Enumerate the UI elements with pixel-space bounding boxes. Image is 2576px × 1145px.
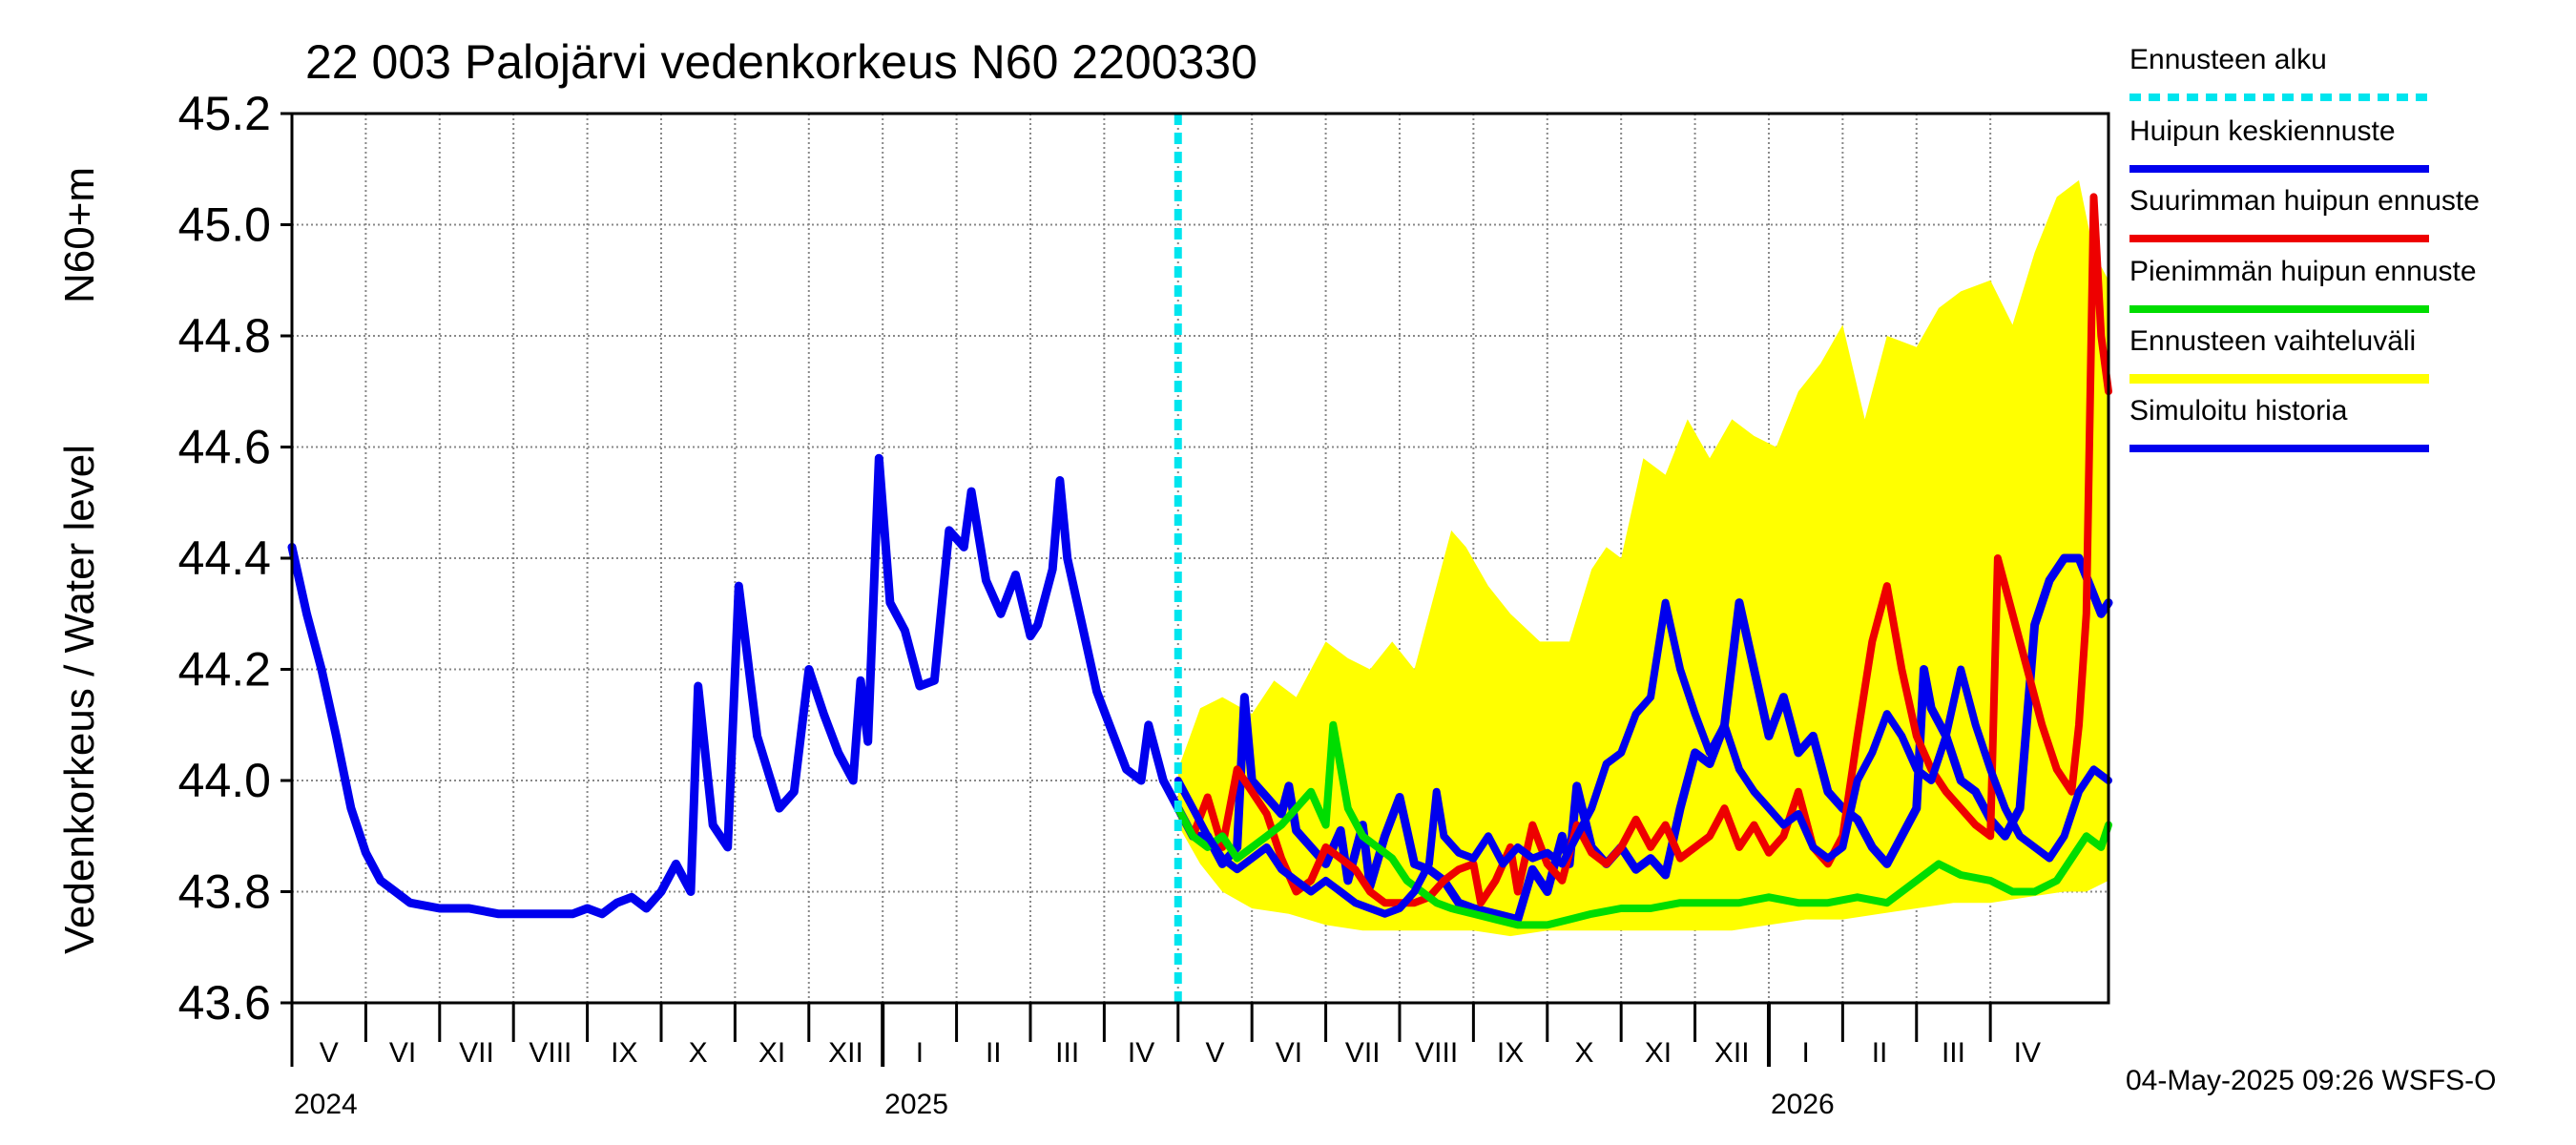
y-tick-label: 44.8 bbox=[178, 309, 271, 363]
legend-label: Pienimmän huipun ennuste bbox=[2129, 256, 2477, 287]
month-label: II bbox=[1872, 1037, 1888, 1069]
month-label: I bbox=[916, 1037, 924, 1069]
mean-peak-forecast-line bbox=[1174, 598, 2112, 918]
y-axis-unit: N60+m bbox=[56, 167, 103, 303]
legend-label: Ennusteen vaihteluväli bbox=[2129, 325, 2416, 357]
y-tick-label: 45.0 bbox=[178, 198, 271, 252]
y-tick-label: 44.0 bbox=[178, 754, 271, 807]
month-label: II bbox=[986, 1037, 1002, 1069]
month-label: V bbox=[1205, 1037, 1224, 1069]
legend: Ennusteen alku Huipun keskiennuste Suurimm… bbox=[2129, 44, 2480, 452]
month-label: I bbox=[1801, 1037, 1809, 1069]
legend-label: Suurimman huipun ennuste bbox=[2129, 185, 2480, 217]
month-label: XII bbox=[828, 1037, 863, 1069]
y-tick-label: 44.6 bbox=[178, 421, 271, 474]
month-label: III bbox=[1055, 1037, 1079, 1069]
month-label: IX bbox=[1497, 1037, 1524, 1069]
series-lines bbox=[287, 114, 2113, 1003]
month-label: VI bbox=[389, 1037, 416, 1069]
month-label: XI bbox=[758, 1037, 785, 1069]
chart-title: 22 003 Palojärvi vedenkorkeus N60 220033… bbox=[305, 35, 1257, 89]
y-tick-label: 43.6 bbox=[178, 976, 271, 1030]
month-label: VII bbox=[459, 1037, 494, 1069]
month-label: XII bbox=[1714, 1037, 1750, 1069]
y-tick-label: 44.2 bbox=[178, 643, 271, 697]
max-peak-forecast-line bbox=[1174, 193, 2112, 907]
month-label: XI bbox=[1645, 1037, 1672, 1069]
plot-frame bbox=[290, 112, 2110, 1005]
y-tick-label: 44.4 bbox=[178, 531, 271, 585]
min-peak-forecast-line bbox=[1174, 720, 2112, 929]
month-label: IV bbox=[2014, 1037, 2041, 1069]
month-label: V bbox=[320, 1037, 339, 1069]
month-label: VI bbox=[1276, 1037, 1302, 1069]
legend-label: Huipun keskiennuste bbox=[2129, 115, 2396, 147]
month-label: VIII bbox=[1415, 1037, 1458, 1069]
legend-label: Ennusteen alku bbox=[2129, 44, 2327, 75]
year-label: 2024 bbox=[294, 1089, 358, 1120]
month-label: VII bbox=[1345, 1037, 1381, 1069]
month-label: VIII bbox=[529, 1037, 571, 1069]
year-label: 2026 bbox=[1771, 1089, 1835, 1120]
month-label: IX bbox=[611, 1037, 637, 1069]
y-tick-label: 43.8 bbox=[178, 865, 271, 919]
y-tick-label: 45.2 bbox=[178, 87, 271, 140]
footer-timestamp: 04-May-2025 09:26 WSFS-O bbox=[2126, 1065, 2497, 1096]
month-label: III bbox=[1942, 1037, 1965, 1069]
legend-label: Simuloitu historia bbox=[2129, 395, 2348, 427]
month-label: X bbox=[1574, 1037, 1593, 1069]
month-label: IV bbox=[1128, 1037, 1154, 1069]
y-axis-label: Vedenkorkeus / Water level bbox=[56, 445, 103, 954]
year-label: 2025 bbox=[884, 1089, 948, 1120]
month-label: X bbox=[689, 1037, 708, 1069]
x-axis: V VI VII VIII IX X XI XII I II III IV V VI VII VIII IX X X… bbox=[290, 112, 2110, 1120]
y-ticks: 43.6 43.8 44.0 44.2 44.4 44.6 44.8 45.0 45.2 bbox=[178, 87, 292, 1030]
